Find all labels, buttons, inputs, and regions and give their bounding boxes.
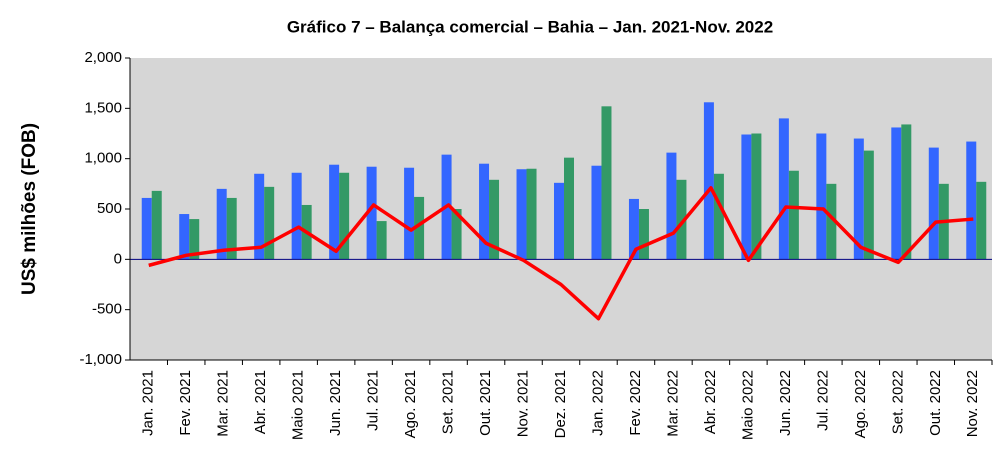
x-tick-label: Out. 2022 [927, 370, 944, 436]
bar [404, 167, 415, 260]
bar [601, 106, 612, 260]
x-tick-label: Set. 2022 [889, 370, 906, 434]
x-tick-label: Abr. 2021 [252, 370, 269, 434]
x-tick-label: Set. 2021 [440, 370, 457, 434]
bar [339, 172, 350, 260]
bar [676, 179, 687, 260]
bar [226, 197, 237, 260]
bar [479, 163, 490, 260]
y-tick-label: -1,000 [79, 351, 122, 368]
bar [713, 173, 724, 260]
bar [554, 182, 564, 260]
y-tick-label: 0 [114, 250, 122, 267]
y-tick-label: 1,500 [84, 99, 122, 116]
bar [264, 186, 275, 260]
bar [414, 196, 425, 260]
bar [329, 164, 340, 260]
bar [591, 165, 602, 260]
x-tick-label: Fev. 2021 [177, 370, 194, 436]
bar [741, 134, 752, 260]
bar [179, 214, 190, 260]
x-tick-label: Dez. 2021 [552, 370, 569, 438]
chart-title: Gráfico 7 – Balança comercial – Bahia – … [287, 17, 773, 36]
bar [564, 157, 574, 260]
x-tick-label: Nov. 2021 [514, 370, 531, 437]
x-tick-label: Out. 2021 [477, 370, 494, 436]
y-tick-label: -500 [92, 301, 122, 318]
x-tick-label: Jan. 2021 [140, 370, 157, 436]
x-tick-label: Jul. 2021 [365, 370, 382, 431]
bar [891, 127, 902, 260]
bar [901, 124, 912, 260]
bar [638, 209, 649, 260]
y-tick-label: 2,000 [84, 49, 122, 66]
bar [788, 170, 799, 260]
x-tick-label: Jun. 2022 [777, 370, 794, 436]
x-tick-label: Jun. 2021 [327, 370, 344, 436]
x-tick-label: Ago. 2022 [852, 370, 869, 438]
x-tick-label: Maio 2022 [739, 370, 756, 440]
bar [628, 198, 639, 260]
bar [751, 133, 762, 260]
x-tick-label: Abr. 2022 [702, 370, 719, 434]
bar [976, 181, 987, 260]
bar [366, 166, 377, 260]
bar [966, 141, 977, 260]
x-tick-label: Maio 2021 [290, 370, 307, 440]
bar [189, 219, 200, 260]
bar [526, 168, 537, 260]
line-series [148, 186, 974, 321]
x-tick-label: Mar. 2021 [215, 370, 232, 437]
bar [826, 183, 837, 260]
bar [928, 147, 939, 260]
x-tick-label: Jul. 2022 [814, 370, 831, 431]
bar [489, 179, 500, 260]
bar [151, 190, 162, 260]
bar [778, 118, 789, 260]
x-tick-label: Jan. 2022 [589, 370, 606, 436]
bar [516, 169, 527, 260]
x-tick-label: Fev. 2022 [627, 370, 644, 436]
y-tick-label: 500 [97, 200, 122, 217]
bar [376, 221, 387, 260]
x-tick-label: Ago. 2021 [402, 370, 419, 438]
bar [666, 152, 677, 260]
bar [216, 188, 227, 260]
bar [703, 102, 714, 260]
bar [816, 133, 827, 260]
x-tick-label: Nov. 2022 [964, 370, 981, 437]
y-tick-label: 1,000 [84, 150, 122, 167]
y-axis-label: US$ milhões (FOB) [19, 123, 40, 295]
x-tick-label: Mar. 2022 [664, 370, 681, 437]
bar [451, 209, 462, 260]
bar [291, 172, 302, 260]
bar [863, 150, 874, 260]
bar [254, 173, 265, 260]
bar [141, 197, 152, 260]
bar [853, 138, 864, 260]
